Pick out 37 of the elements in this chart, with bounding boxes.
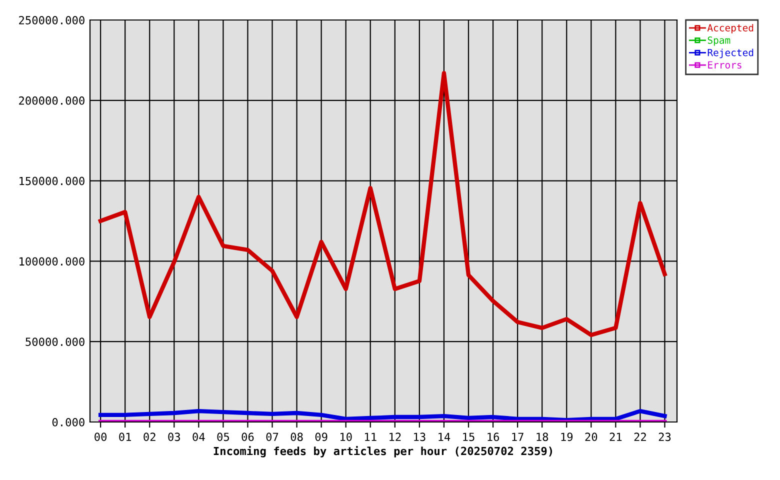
x-tick-label: 10 bbox=[340, 432, 352, 442]
x-tick-label: 11 bbox=[365, 432, 376, 441]
y-tick-label: 150000.000 bbox=[20, 176, 84, 186]
x-tick-label: 04 bbox=[192, 432, 205, 442]
x-tick-label: 14 bbox=[438, 432, 450, 441]
x-tick-label: 09 bbox=[315, 432, 328, 442]
x-axis-title: Incoming feeds by articles per hour (20250702 2359) bbox=[214, 446, 552, 458]
legend-label: Errors bbox=[708, 61, 742, 69]
legend-label: Spam bbox=[708, 36, 730, 46]
line-series bbox=[98, 70, 667, 338]
x-tick-label: 17 bbox=[512, 432, 524, 441]
x-tick-label: 05 bbox=[217, 432, 229, 442]
x-tick-label: 08 bbox=[290, 432, 303, 442]
y-tick-label: 250000.000 bbox=[19, 16, 84, 24]
x-tick-label: 16 bbox=[488, 432, 499, 442]
x-tick-label: 20 bbox=[585, 432, 598, 442]
y-tick-label: 200000.000 bbox=[19, 96, 84, 105]
x-tick-label: 13 bbox=[414, 432, 426, 442]
x-tick-label: 07 bbox=[266, 432, 278, 442]
y-tick-label: 50000.000 bbox=[26, 338, 84, 346]
x-tick-label: 18 bbox=[536, 432, 548, 442]
x-tick-label: 23 bbox=[658, 432, 671, 442]
x-tick-label: 02 bbox=[144, 432, 156, 442]
x-tick-label: 00 bbox=[94, 432, 107, 442]
y-tick-label: 0.000 bbox=[52, 418, 84, 426]
x-tick-label: 21 bbox=[610, 432, 622, 441]
x-tick-label: 19 bbox=[561, 432, 573, 442]
x-tick-label: 06 bbox=[242, 432, 254, 442]
legend-label: Rejected bbox=[708, 48, 754, 58]
line-series bbox=[98, 408, 667, 422]
x-tick-label: 03 bbox=[168, 432, 180, 442]
y-tick-label: 100000.000 bbox=[20, 257, 84, 266]
x-tick-label: 15 bbox=[463, 432, 474, 442]
x-tick-label: 01 bbox=[119, 432, 132, 442]
x-tick-label: 22 bbox=[634, 432, 646, 441]
legend-label: Accepted bbox=[707, 24, 754, 34]
x-tick-label: 12 bbox=[390, 432, 401, 441]
